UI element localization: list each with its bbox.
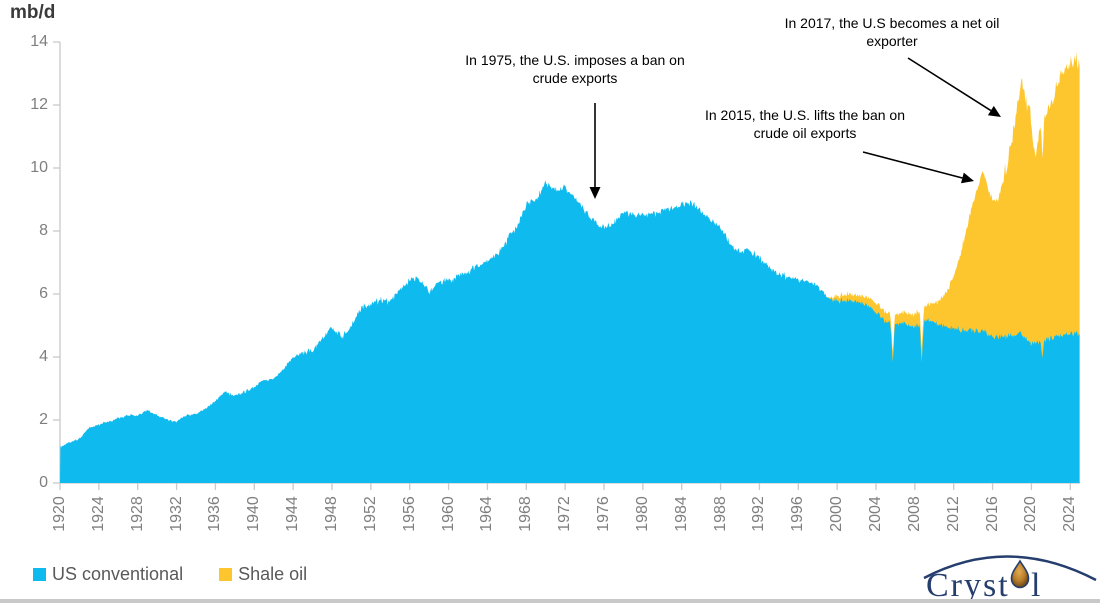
logo-text-post: l: [1031, 567, 1040, 602]
x-axis-tick-1984: 1984: [672, 496, 690, 532]
legend-label: US conventional: [52, 564, 184, 584]
x-axis-tick-1940: 1940: [245, 496, 263, 532]
legend-label: Shale oil: [238, 564, 308, 584]
y-axis-tick-12: 12: [30, 96, 48, 113]
x-axis-tick-2016: 2016: [983, 496, 1001, 532]
annotation-line: crude oil exports: [753, 124, 857, 141]
annotation-line: In 2017, the U.S becomes a net oil: [784, 15, 1000, 31]
footer-divider: [0, 599, 1100, 603]
annotation-1975-export-ban: In 1975, the U.S. imposes a ban on crude…: [425, 52, 725, 88]
logo-text-pre: Cryst: [926, 567, 1010, 602]
y-axis-tick-14: 14: [30, 33, 48, 50]
us-conventional-swatch-icon: [33, 568, 46, 581]
x-axis-tick-1988: 1988: [711, 496, 729, 532]
y-axis-unit-label: mb/d: [10, 2, 56, 23]
shale-oil-swatch-icon: [219, 568, 233, 581]
annotation-arrow: [907, 57, 992, 112]
annotation-line: crude exports: [532, 69, 618, 86]
annotation-2015-ban-lifted: In 2015, the U.S. lifts the ban on crude…: [655, 107, 955, 143]
x-axis-tick-1924: 1924: [89, 496, 107, 532]
x-axis-tick-2004: 2004: [867, 496, 884, 532]
annotation-arrowhead-icon: [961, 172, 974, 184]
legend-item-us-conventional: US conventional: [33, 564, 183, 585]
annotation-arrow: [862, 151, 963, 179]
x-axis-tick-1980: 1980: [633, 496, 651, 532]
annotation-arrowhead-icon: [589, 187, 601, 199]
annotation-line: In 2015, the U.S. lifts the ban on: [704, 107, 906, 123]
x-axis-tick-1972: 1972: [556, 496, 574, 532]
logo-swoosh: [923, 555, 1097, 582]
legend-item-shale-oil: Shale oil: [219, 564, 307, 585]
x-axis-tick-1956: 1956: [400, 496, 418, 532]
x-axis-tick-1932: 1932: [167, 496, 185, 532]
annotation-2017-net-exporter: In 2017, the U.S becomes a net oil expor…: [737, 15, 1047, 51]
x-axis-tick-1948: 1948: [323, 496, 340, 532]
x-axis-tick-1964: 1964: [478, 496, 496, 532]
x-axis-tick-1976: 1976: [595, 496, 612, 532]
y-axis-tick-10: 10: [30, 159, 48, 176]
x-axis-tick-1928: 1928: [128, 496, 146, 532]
y-axis-tick-2: 2: [39, 411, 48, 428]
x-axis-tick-1952: 1952: [361, 496, 379, 532]
x-axis-tick-1944: 1944: [284, 496, 302, 532]
us-conventional-area: [60, 180, 1080, 483]
x-axis-tick-2008: 2008: [905, 496, 923, 532]
annotation-line: In 1975, the U.S. imposes a ban on: [465, 52, 685, 68]
x-axis-tick-2012: 2012: [944, 496, 962, 532]
y-axis-tick-6: 6: [39, 285, 48, 302]
annotation-arrowhead-icon: [987, 105, 1001, 117]
x-axis-tick-1936: 1936: [206, 496, 224, 532]
x-axis-tick-1968: 1968: [517, 496, 535, 532]
x-axis-tick-1960: 1960: [439, 496, 457, 532]
y-axis-tick-8: 8: [39, 222, 48, 239]
x-axis-tick-1920: 1920: [51, 496, 68, 532]
y-axis-tick-0: 0: [39, 474, 48, 491]
x-axis-tick-2024: 2024: [1061, 496, 1079, 532]
oil-drop-icon: [1010, 559, 1030, 589]
y-axis-tick-4: 4: [39, 348, 48, 365]
x-axis-tick-1996: 1996: [789, 496, 807, 532]
x-axis-tick-2000: 2000: [828, 496, 846, 532]
x-axis-tick-1992: 1992: [750, 496, 768, 532]
annotation-line: exporter: [866, 32, 918, 49]
chart-legend: US conventional Shale oil: [33, 564, 307, 585]
x-axis-tick-2020: 2020: [1022, 496, 1040, 532]
crystol-logo: Cryst l: [923, 555, 1097, 602]
